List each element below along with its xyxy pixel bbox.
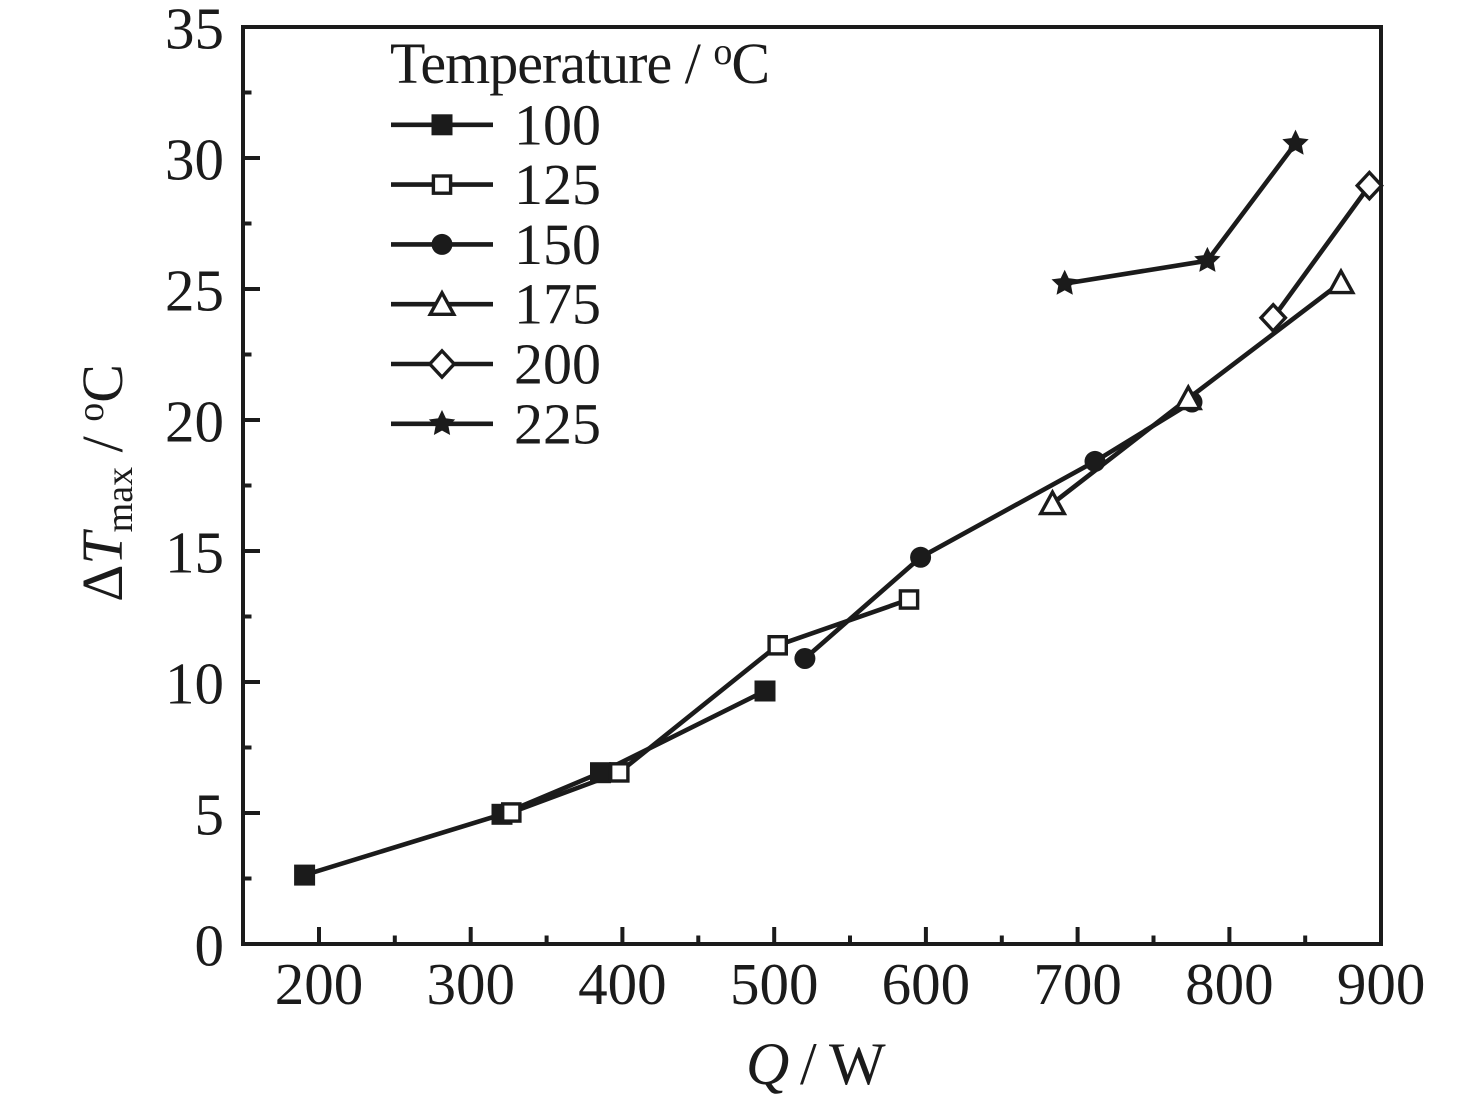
svg-text:10: 10: [165, 651, 224, 717]
svg-text:225: 225: [514, 391, 601, 456]
svg-text:175: 175: [514, 272, 601, 337]
svg-text:500: 500: [730, 951, 819, 1017]
svg-text:700: 700: [1033, 951, 1122, 1017]
svg-text:20: 20: [165, 389, 224, 455]
svg-text:30: 30: [165, 127, 224, 193]
svg-text:800: 800: [1185, 951, 1274, 1017]
svg-text:400: 400: [578, 951, 667, 1017]
svg-text:200: 200: [514, 332, 601, 397]
svg-text:100: 100: [514, 92, 601, 157]
svg-text:35: 35: [165, 0, 224, 62]
svg-text:900: 900: [1337, 951, 1426, 1017]
svg-text:ΔTmax / oC: ΔTmax / oC: [70, 364, 141, 602]
svg-text:150: 150: [514, 212, 601, 277]
svg-text:300: 300: [426, 951, 515, 1017]
svg-text:5: 5: [195, 782, 225, 848]
svg-text:125: 125: [514, 152, 601, 217]
svg-text:Temperature / oC: Temperature / oC: [390, 31, 769, 96]
svg-text:600: 600: [882, 951, 971, 1017]
svg-text:0: 0: [195, 913, 225, 979]
svg-text:15: 15: [165, 520, 224, 586]
svg-text:200: 200: [275, 951, 364, 1017]
svg-text:/: /: [800, 1031, 817, 1097]
svg-text:25: 25: [165, 258, 224, 324]
svg-text:Q: Q: [746, 1031, 789, 1097]
svg-text:W: W: [829, 1031, 886, 1097]
